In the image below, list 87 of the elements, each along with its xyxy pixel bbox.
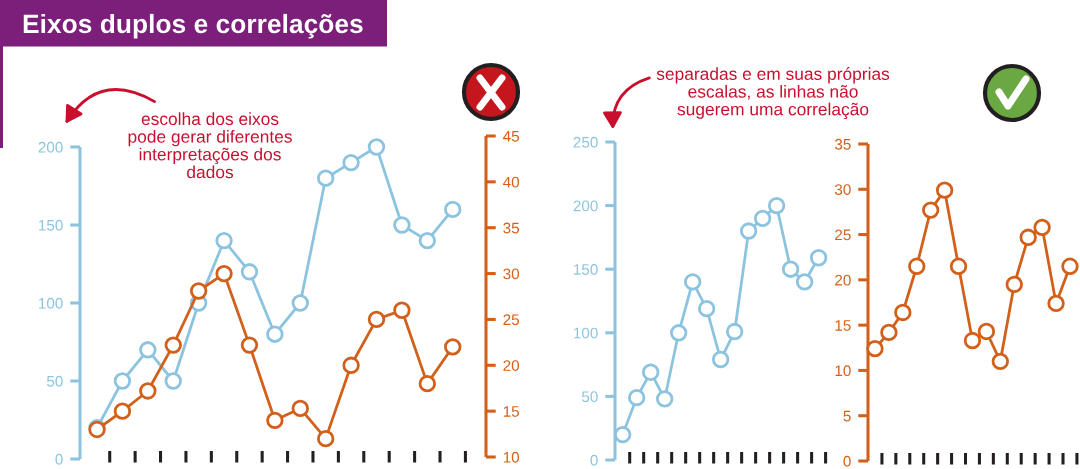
point <box>444 200 462 219</box>
point <box>113 402 132 420</box>
point <box>935 181 954 199</box>
point <box>164 336 182 354</box>
point <box>739 222 758 240</box>
point <box>215 231 233 250</box>
point <box>266 411 284 429</box>
point <box>1005 275 1023 294</box>
point <box>977 322 996 341</box>
point <box>711 350 730 369</box>
y-tick-label: 10 <box>835 365 851 377</box>
y-tick-label: 100 <box>574 327 598 339</box>
text: separadas e em suas próprias escalas, as linhas não sugerem uma correlação <box>656 67 890 119</box>
point <box>367 138 386 156</box>
annotation: escolha dos eixos pode gerar diferentes interpretações dos dados <box>128 112 292 179</box>
point <box>444 338 462 356</box>
point <box>614 425 632 444</box>
point <box>393 301 411 319</box>
point <box>880 323 898 342</box>
point <box>1033 218 1051 237</box>
point <box>342 356 360 374</box>
point <box>949 257 968 275</box>
point <box>113 372 132 390</box>
y-tick-label: 35 <box>834 138 851 150</box>
point <box>418 231 436 250</box>
y-tick-label: 50 <box>581 391 598 403</box>
y2-tick-label: 20 <box>503 360 520 371</box>
y2-tick-label: 15 <box>503 406 520 417</box>
y-tick-label: 30 <box>834 184 851 195</box>
y2-tick-label: 30 <box>503 268 520 280</box>
point <box>291 399 309 418</box>
point <box>367 310 386 329</box>
point <box>963 331 982 350</box>
y2-tick-label: 10 <box>503 451 520 463</box>
point <box>1061 257 1079 275</box>
point <box>753 209 772 227</box>
point <box>240 336 259 354</box>
y-tick-label: 15 <box>835 320 851 331</box>
chart-title: Eixos duplos e correlações <box>23 13 363 39</box>
y-tick-label: 5 <box>843 410 851 422</box>
point <box>342 153 360 172</box>
point <box>781 260 800 278</box>
y-tick-label: 0 <box>590 454 598 466</box>
y2-tick-label: 45 <box>503 131 520 142</box>
point <box>655 390 674 408</box>
point <box>894 303 912 322</box>
point <box>317 429 335 448</box>
point <box>725 322 744 341</box>
point <box>628 388 646 407</box>
point <box>393 216 411 234</box>
point <box>291 294 309 312</box>
point <box>767 196 786 215</box>
point <box>240 263 259 281</box>
y2-tick-label: 35 <box>503 222 520 234</box>
point <box>642 363 660 381</box>
point <box>866 340 884 358</box>
point <box>991 352 1010 371</box>
y-tick-label: 0 <box>55 453 63 465</box>
point <box>266 325 284 343</box>
point <box>669 324 688 342</box>
y-tick-label: 200 <box>573 200 598 212</box>
point <box>418 374 436 393</box>
y-tick-label: 20 <box>835 274 851 286</box>
point <box>215 264 233 283</box>
point <box>1047 294 1065 313</box>
y2-tick-label: 25 <box>503 314 520 326</box>
y2-tick-label: 40 <box>503 176 520 188</box>
point <box>697 299 716 318</box>
y-tick-label: 150 <box>39 219 63 231</box>
point <box>683 273 702 291</box>
point <box>189 282 208 300</box>
point <box>139 382 157 400</box>
y-tick-label: 200 <box>38 141 63 153</box>
point <box>1019 228 1037 246</box>
point <box>317 169 335 187</box>
point <box>922 201 940 219</box>
point <box>908 257 926 275</box>
y-tick-label: 0 <box>843 455 851 467</box>
y-tick-label: 250 <box>573 136 598 148</box>
point <box>164 372 182 390</box>
y-tick-label: 100 <box>39 297 63 309</box>
y-tick-label: 150 <box>574 264 598 275</box>
point <box>139 341 157 359</box>
point <box>795 273 814 291</box>
y-tick-label: 25 <box>835 229 851 241</box>
point <box>809 249 828 267</box>
y-tick-label: 50 <box>46 375 63 387</box>
